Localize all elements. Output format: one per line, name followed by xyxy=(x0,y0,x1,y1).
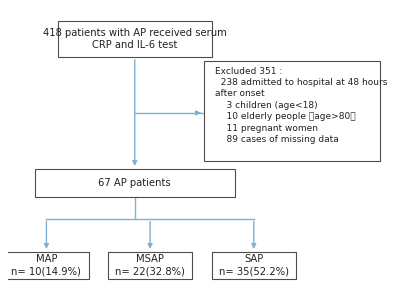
Text: SAP
n= 35(52.2%): SAP n= 35(52.2%) xyxy=(219,255,289,277)
FancyBboxPatch shape xyxy=(108,252,192,279)
FancyBboxPatch shape xyxy=(212,252,296,279)
Text: MAP
n= 10(14.9%): MAP n= 10(14.9%) xyxy=(12,255,81,277)
Text: 67 AP patients: 67 AP patients xyxy=(98,178,171,188)
Text: 418 patients with AP received serum
CRP and IL-6 test: 418 patients with AP received serum CRP … xyxy=(43,28,226,50)
FancyBboxPatch shape xyxy=(58,21,212,57)
Text: Excluded 351 :
  238 admitted to hospital at 48 hours
after onset
    3 children: Excluded 351 : 238 admitted to hospital … xyxy=(215,67,388,144)
FancyBboxPatch shape xyxy=(204,61,380,161)
FancyBboxPatch shape xyxy=(35,169,234,196)
FancyBboxPatch shape xyxy=(4,252,89,279)
Text: MSAP
n= 22(32.8%): MSAP n= 22(32.8%) xyxy=(115,255,185,277)
